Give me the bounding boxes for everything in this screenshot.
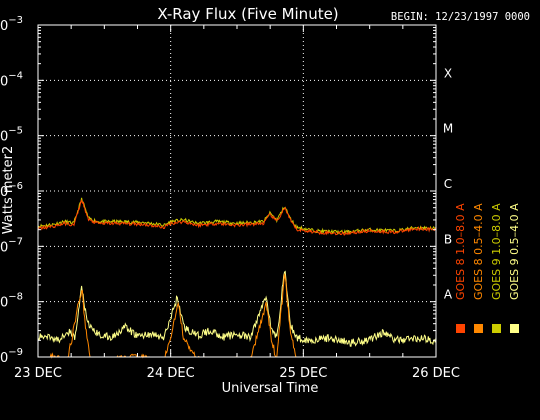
y-tick-label: 10−7 [0, 236, 23, 255]
series-line [37, 199, 437, 236]
y-tick-label: 10−4 [0, 70, 23, 89]
legend-label: GOES 8 1.0–8.0 A [454, 203, 467, 300]
y-tick-label: 10−6 [0, 181, 23, 200]
legend-label: GOES 9 1.0–8.0 A [490, 203, 503, 300]
legend-swatch [492, 324, 501, 333]
y-axis-label: Watts meter2 [1, 146, 16, 234]
y-tick-label: 10−8 [0, 292, 23, 311]
legend-label: GOES 9 0.5–4.0 A [508, 203, 521, 300]
chart-title: X-Ray Flux (Five Minute) [157, 5, 338, 23]
legend: GOES 8 1.0–8.0 A GOES 8 0.5–4.0 A GOES 9 1… [454, 203, 521, 333]
series-layer [37, 197, 437, 359]
flare-class-label: A [444, 288, 453, 302]
series-line [37, 197, 437, 236]
series-line [38, 273, 436, 359]
grid-lines [38, 25, 436, 357]
flare-class-label: C [444, 177, 452, 191]
x-tick-label: 24 DEC [147, 366, 195, 381]
legend-swatch [510, 324, 519, 333]
flare-class-label: B [444, 232, 452, 246]
begin-date-label: BEGIN: 12/23/1997 0000 [391, 11, 530, 23]
x-tick-label: 25 DEC [279, 366, 327, 381]
flare-class-label: M [443, 122, 453, 136]
flare-class-labels: X M C B A [443, 66, 453, 301]
legend-swatch [456, 324, 465, 333]
legend-swatch [474, 324, 483, 333]
x-tick-label: 26 DEC [412, 366, 460, 381]
x-tick-label: 23 DEC [14, 366, 62, 381]
x-axis-ticks: 23 DEC 24 DEC 25 DEC 26 DEC [14, 25, 460, 381]
flare-class-label: X [444, 66, 452, 80]
plot-frame [37, 24, 437, 358]
y-tick-label: 10−5 [0, 126, 23, 145]
y-axis-ticks: 10−9 10−8 10−7 10−6 10−5 10−4 10−3 [0, 15, 436, 366]
legend-label: GOES 8 0.5–4.0 A [472, 203, 485, 300]
y-tick-label: 10−9 [0, 347, 23, 366]
x-axis-label: Universal Time [222, 381, 319, 396]
y-tick-label: 10−3 [0, 15, 23, 34]
series-line [37, 270, 437, 347]
